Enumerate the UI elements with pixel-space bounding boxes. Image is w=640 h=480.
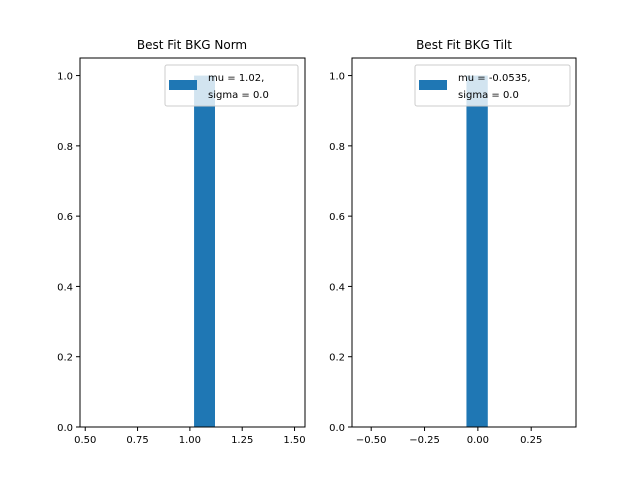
y-tick-label: 0.2 xyxy=(57,353,73,364)
y-tick-label: 0.8 xyxy=(57,142,73,153)
legend-label-line-2: sigma = 0.0 xyxy=(458,90,519,101)
legend-label-line-2: sigma = 0.0 xyxy=(208,90,269,101)
y-tick-label: 0.0 xyxy=(329,423,345,434)
legend-bkg-tilt: mu = -0.0535, sigma = 0.0 xyxy=(414,64,571,107)
y-tick-label: 0.6 xyxy=(57,212,73,223)
x-tick-label: 0.75 xyxy=(126,435,148,446)
x-tick-label: 0.50 xyxy=(74,435,96,446)
chart-title-bkg-tilt: Best Fit BKG Tilt xyxy=(416,38,512,52)
subplot-bkg-tilt: Best Fit BKG Tilt mu = -0.0535, sigma = … xyxy=(329,38,577,446)
legend-box xyxy=(164,64,299,107)
y-tick-label: 1.0 xyxy=(57,72,73,83)
x-tick-label: 0.25 xyxy=(520,435,542,446)
plot-marks-bkg-norm xyxy=(194,75,215,428)
y-tick-label: 0.8 xyxy=(329,142,345,153)
x-tick-label: −0.50 xyxy=(356,435,387,446)
histogram-bar xyxy=(466,75,488,428)
legend-swatch xyxy=(419,80,447,90)
x-tick-label: 0.00 xyxy=(467,435,489,446)
legend-label-line-1: mu = -0.0535, xyxy=(458,73,531,84)
legend-bkg-norm: mu = 1.02, sigma = 0.0 xyxy=(164,64,299,107)
y-tick-label: 0.0 xyxy=(57,423,73,434)
axes-frame-bkg-tilt: −0.50 −0.25 0.00 0.25 0.0 0.2 0.4 0.6 0.8 1.0 xyxy=(329,57,577,446)
y-tick-label: 0.6 xyxy=(329,212,345,223)
x-tick-label: 1.00 xyxy=(179,435,201,446)
chart-title-bkg-norm: Best Fit BKG Norm xyxy=(137,38,247,52)
legend-box xyxy=(414,64,571,107)
plot-marks-bkg-tilt xyxy=(466,75,488,428)
x-tick-label: −0.25 xyxy=(409,435,440,446)
y-tick-label: 0.2 xyxy=(329,353,345,364)
legend-swatch xyxy=(169,80,197,90)
axes-spines xyxy=(79,57,306,428)
subplot-bkg-norm: Best Fit BKG Norm mu = 1.02, sigma = 0.0… xyxy=(57,38,306,446)
legend-label-line-1: mu = 1.02, xyxy=(208,73,264,84)
axes-spines xyxy=(351,57,577,428)
x-tick-label: 1.25 xyxy=(231,435,253,446)
y-tick-label: 0.4 xyxy=(57,282,73,293)
y-tick-label: 1.0 xyxy=(329,72,345,83)
histogram-bar xyxy=(194,75,215,428)
axes-frame-bkg-norm: 0.50 0.75 1.00 1.25 1.50 0.0 0.2 0.4 0.6 0.8 1.0 xyxy=(57,57,306,446)
x-tick-label: 1.50 xyxy=(283,435,305,446)
y-tick-label: 0.4 xyxy=(329,282,345,293)
